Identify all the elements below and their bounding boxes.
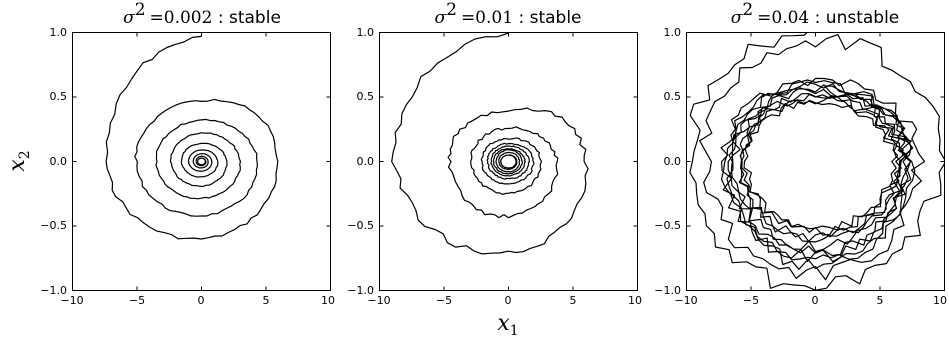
panel-1-plot-area <box>72 32 331 291</box>
panel-3-ytick-label: 1.0 <box>664 26 682 39</box>
panel-3-xtick-label: 5 <box>877 294 884 307</box>
panel-2-ytick-label: 0.0 <box>357 155 375 168</box>
panel-2-ytick-label: 0.5 <box>357 90 375 103</box>
panel-3-title-suffix: : unstable <box>809 8 899 28</box>
panel-3-xtick-label: 10 <box>933 294 947 307</box>
panel-1-xtick-label: 5 <box>263 294 270 307</box>
panel-2-y-tick-labels: 1.0 0.5 0.0 −0.5 −1.0 <box>347 26 374 297</box>
panel-2-xtick-label: 0 <box>505 294 512 307</box>
panel-3-ytick-label: 0.0 <box>664 155 682 168</box>
panel-1-xtick-label: 0 <box>198 294 205 307</box>
panel-2-ytick-label: −0.5 <box>347 219 374 232</box>
panel-1-ytick-label: 0.0 <box>50 155 68 168</box>
y-axis-label: x2 <box>5 150 33 171</box>
trajectory-line <box>391 32 589 255</box>
panel-3-xtick-label: −5 <box>743 294 759 307</box>
y-axis-label-symbol: x <box>5 159 30 172</box>
panel-2-title-symbol: σ <box>435 8 447 28</box>
panel-2-title-suffix: : stable <box>513 8 581 28</box>
panel-2-ytick-label: −1.0 <box>347 284 374 297</box>
x-axis-label: x1 <box>497 311 518 338</box>
panel-1-y-tick-labels: 1.0 0.5 0.0 −0.5 −1.0 <box>40 26 67 297</box>
x-axis-label-symbol: x <box>497 311 510 336</box>
panel-2-xtick-label: 5 <box>570 294 577 307</box>
panel-2-title: σ2 =0.01 : stable <box>435 0 582 28</box>
trajectory-line <box>105 35 279 240</box>
panel-1-xtick-label: −10 <box>60 294 83 307</box>
panel-1-ytick-label: 0.5 <box>50 90 68 103</box>
panel-3-xtick-label: −10 <box>674 294 697 307</box>
panel-3-y-tick-labels: 1.0 0.5 0.0 −0.5 −1.0 <box>654 26 681 297</box>
panel-1-title-superscript: 2 <box>135 0 146 20</box>
panel-1-ytick-label: 1.0 <box>50 26 68 39</box>
panel-3-title-superscript: 2 <box>742 0 753 20</box>
panel-3-title-equals: =0.04 <box>757 8 809 28</box>
panel-1-title-suffix: : stable <box>212 8 280 28</box>
panel-3-xtick-label: 0 <box>812 294 819 307</box>
trajectory-line <box>689 32 945 291</box>
panel-1-ytick-label: −1.0 <box>40 284 67 297</box>
panel-3-ytick-label: −1.0 <box>654 284 681 297</box>
panel-2-xtick-label: 10 <box>628 294 642 307</box>
y-axis-label-subscript: 2 <box>17 150 33 159</box>
panel-3-title: σ2 =0.04 : unstable <box>731 0 900 28</box>
panel-3-ytick-label: −0.5 <box>654 219 681 232</box>
panel-2-x-tick-labels: −10 −5 0 5 10 <box>367 294 642 307</box>
panel-2: σ2 =0.01 : stable 1.0 0.5 0.0 −0.5 −1.0 −… <box>347 0 642 307</box>
y-axis-label-group: x2 <box>5 150 33 171</box>
panel-1: σ2 =0.002 : stable 1.0 0.5 0.0 −0.5 −1.0 … <box>40 0 335 307</box>
x-axis-label-subscript: 1 <box>510 323 519 338</box>
panel-2-xtick-label: −5 <box>436 294 452 307</box>
panel-1-x-tick-labels: −10 −5 0 5 10 <box>60 294 335 307</box>
panel-3-ytick-label: 0.5 <box>664 90 682 103</box>
panel-2-title-superscript: 2 <box>446 0 457 20</box>
panel-1-title: σ2 =0.002 : stable <box>123 0 281 28</box>
panel-2-plot-area <box>379 32 638 291</box>
panel-1-ytick-label: −0.5 <box>40 219 67 232</box>
panel-2-ytick-label: 1.0 <box>357 26 375 39</box>
panel-3: σ2 =0.04 : unstable 1.0 0.5 0.0 −0.5 −1.0… <box>654 0 947 307</box>
panel-1-frame <box>72 32 331 291</box>
panel-2-title-equals: =0.01 <box>461 8 513 28</box>
panel-3-plot-area <box>686 32 945 291</box>
panel-1-xtick-label: −5 <box>129 294 145 307</box>
panel-1-title-equals: =0.002 <box>150 8 213 28</box>
panel-2-xtick-label: −10 <box>367 294 390 307</box>
panel-3-title-symbol: σ <box>731 8 743 28</box>
panel-1-title-symbol: σ <box>123 8 135 28</box>
panel-1-xtick-label: 10 <box>321 294 335 307</box>
panel-3-x-tick-labels: −10 −5 0 5 10 <box>674 294 947 307</box>
